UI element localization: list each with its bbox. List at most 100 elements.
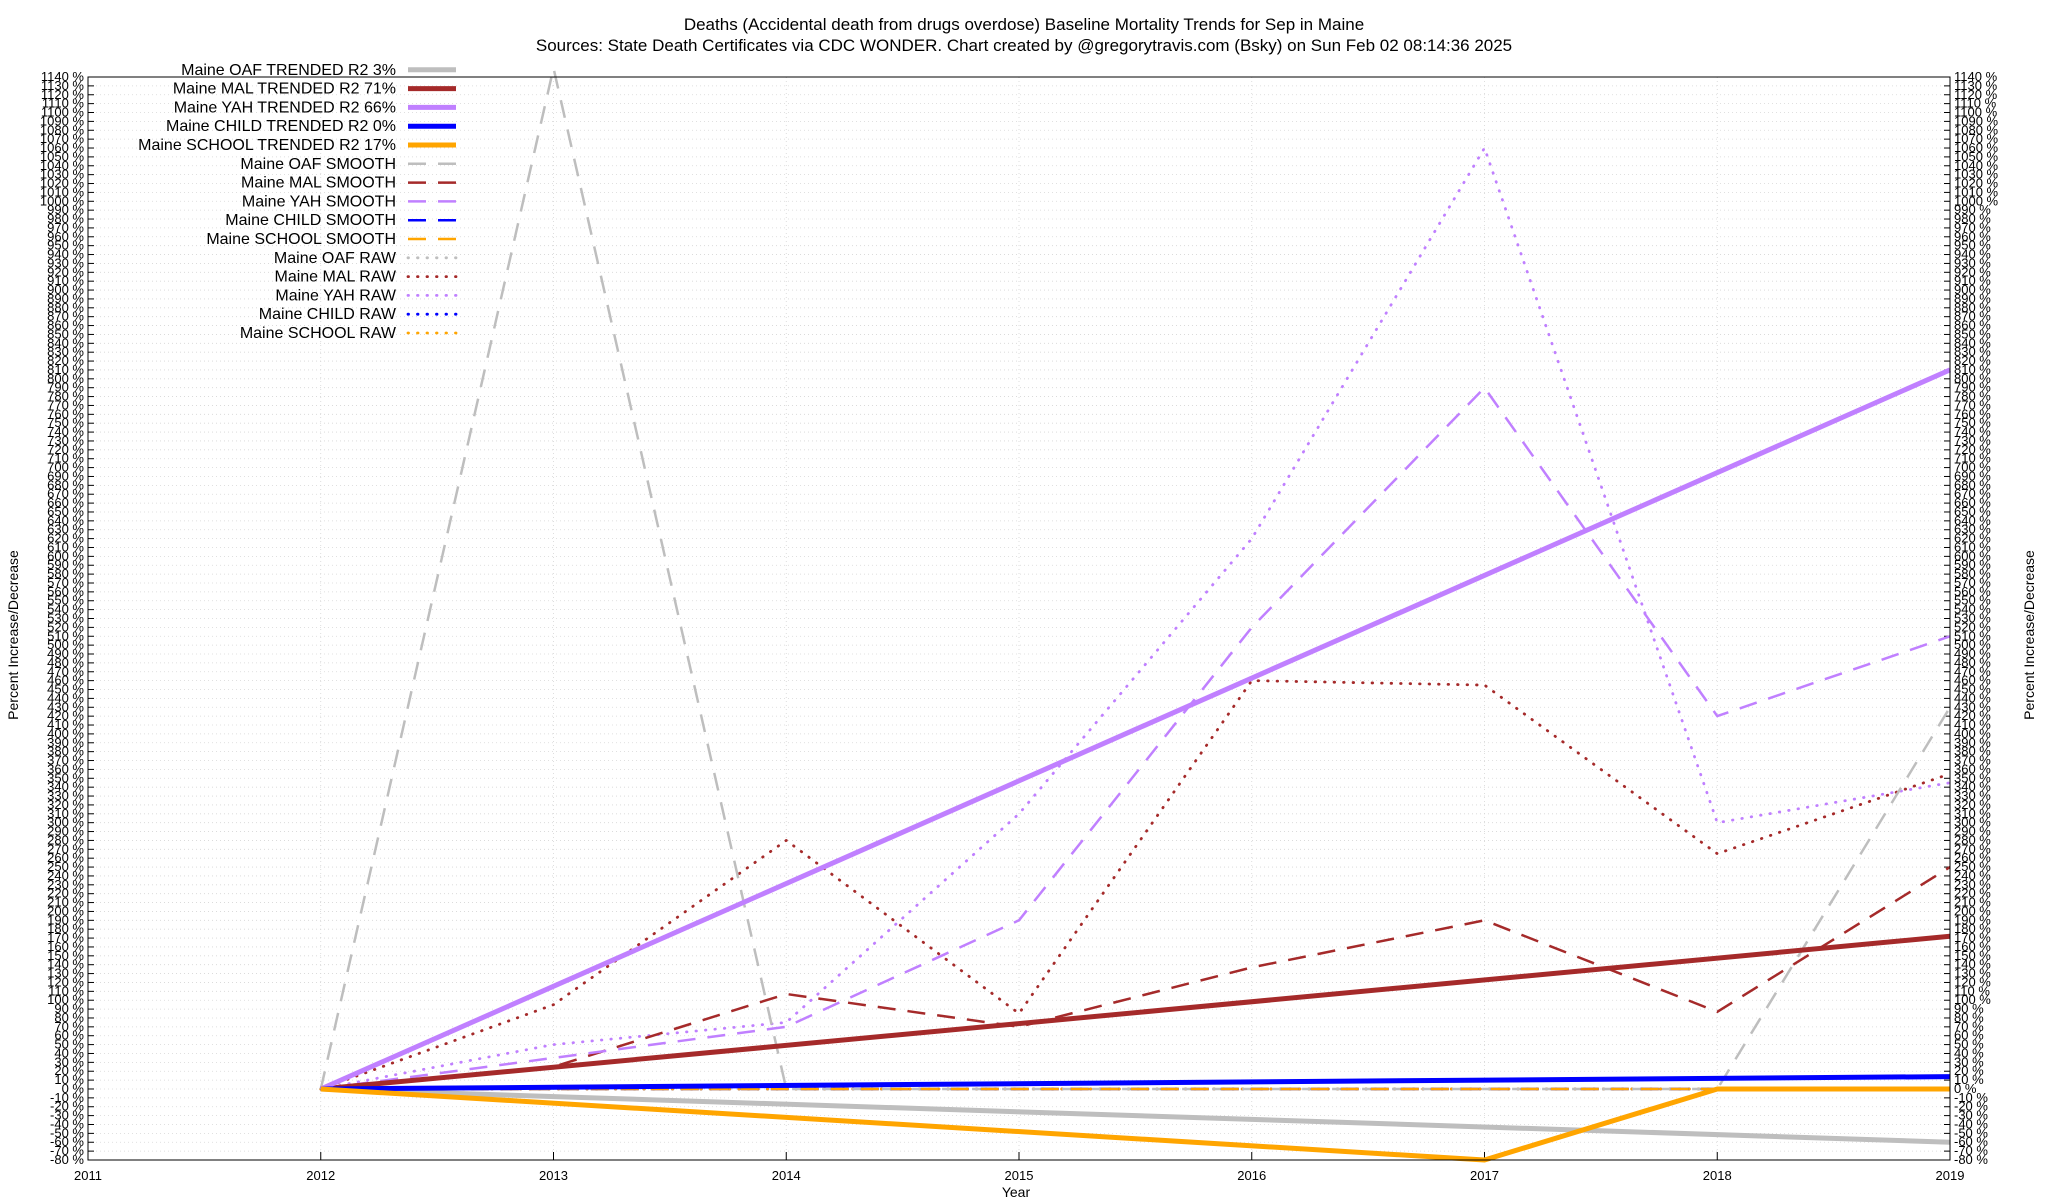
y-tick-label-right: 230 %: [1954, 877, 1991, 892]
x-tick-label: 2011: [74, 1168, 102, 1183]
y-tick-label-right: 590 %: [1954, 557, 1991, 572]
series-line-smooth: [320, 386, 1951, 1091]
y-tick-label-right: 360 %: [1954, 761, 1991, 776]
y-tick-label-left: 340 %: [47, 779, 84, 794]
y-tick-label-right: 130 %: [1954, 966, 1991, 981]
y-tick-label-left: 470 %: [47, 664, 84, 679]
y-tick-label-right: 650 %: [1954, 504, 1991, 519]
legend-entry-label: Maine OAF SMOOTH: [240, 156, 396, 173]
y-tick-label-right: 340 %: [1954, 779, 1991, 794]
y-tick-label-right: 660 %: [1954, 495, 1991, 510]
y-tick-label-right: 630 %: [1954, 522, 1991, 537]
y-tick-label-right: 1050 %: [1954, 149, 1999, 164]
y-tick-label-right: 50 %: [1954, 1037, 1984, 1052]
series-line-smooth: [320, 866, 1951, 1091]
y-tick-label-left: 920 %: [47, 264, 84, 279]
y-tick-label-left: 860 %: [47, 318, 84, 333]
y-tick-label-left: 390 %: [47, 735, 84, 750]
y-tick-label-left: 380 %: [47, 744, 84, 759]
chart-subtitle: Sources: State Death Certificates via CD…: [536, 36, 1512, 55]
y-tick-label-left: 810 %: [47, 362, 84, 377]
y-tick-label-left: 650 %: [47, 504, 84, 519]
y-tick-label-right: 540 %: [1954, 602, 1991, 617]
y-tick-label-right: -70 %: [1954, 1143, 1988, 1158]
y-tick-label-right: 120 %: [1954, 974, 1991, 989]
y-tick-label-left: 40 %: [54, 1045, 84, 1060]
y-tick-label-right: 390 %: [1954, 735, 1991, 750]
legend-entry-label: Maine SCHOOL RAW: [240, 325, 397, 342]
y-tick-label-right: 920 %: [1954, 264, 1991, 279]
y-tick-label-right: 890 %: [1954, 291, 1991, 306]
chart-title: Deaths (Accidental death from drugs over…: [684, 15, 1364, 34]
legend-entry-label: Maine SCHOOL TRENDED R2 17%: [138, 137, 396, 154]
y-tick-label-left: 480 %: [47, 655, 84, 670]
y-tick-label-left: 950 %: [47, 238, 84, 253]
y-tick-label-right: 1060 %: [1954, 140, 1999, 155]
y-tick-label-left: 460 %: [47, 673, 84, 688]
y-tick-label-left: 210 %: [47, 895, 84, 910]
legend-entry-label: Maine CHILD SMOOTH: [225, 212, 396, 229]
series-line-trend: [320, 933, 1951, 1092]
y-tick-label-left: 800 %: [47, 371, 84, 386]
y-tick-label-right: 690 %: [1954, 468, 1991, 483]
y-tick-label-left: 660 %: [47, 495, 84, 510]
y-tick-label-right: 200 %: [1954, 903, 1991, 918]
y-tick-label-left: 250 %: [47, 859, 84, 874]
y-tick-label-left: 550 %: [47, 593, 84, 608]
y-tick-label-left: 1000 %: [40, 193, 85, 208]
y-tick-label-left: 540 %: [47, 602, 84, 617]
y-tick-label-right: 560 %: [1954, 584, 1991, 599]
y-tick-label-right: 1130 %: [1954, 78, 1998, 93]
y-tick-label-right: 1120 %: [1954, 87, 1998, 102]
y-tick-label-left: 630 %: [47, 522, 84, 537]
y-tick-label-right: 460 %: [1954, 673, 1991, 688]
y-tick-label-right: 1030 %: [1954, 167, 1999, 182]
legend-entry-label: Maine YAH SMOOTH: [242, 193, 396, 210]
y-tick-label-right: 870 %: [1954, 309, 1991, 324]
y-tick-label-left: 760 %: [47, 406, 84, 421]
y-tick-label-right: 510 %: [1954, 628, 1991, 643]
y-tick-label-right: 810 %: [1954, 362, 1991, 377]
y-tick-label-left: 190 %: [47, 912, 84, 927]
legend-entry-label: Maine CHILD RAW: [259, 306, 397, 323]
y-tick-label-left: 600 %: [47, 548, 84, 563]
y-tick-label-right: 210 %: [1954, 895, 1991, 910]
x-tick-label: 2015: [1005, 1168, 1034, 1183]
y-tick-label-right: 820 %: [1954, 353, 1991, 368]
y-tick-label-right: -50 %: [1954, 1125, 1988, 1140]
y-tick-label-left: 230 %: [47, 877, 84, 892]
y-tick-label-right: 170 %: [1954, 930, 1991, 945]
y-tick-label-left: 1080 %: [40, 122, 85, 137]
y-tick-label-left: 830 %: [47, 344, 84, 359]
y-tick-label-right: 610 %: [1954, 539, 1991, 554]
y-tick-label-right: 270 %: [1954, 841, 1991, 856]
y-tick-label-left: 780 %: [47, 389, 84, 404]
y-tick-label-left: 500 %: [47, 637, 84, 652]
y-tick-label-right: -30 %: [1954, 1108, 1988, 1123]
y-tick-label-right: 400 %: [1954, 726, 1991, 741]
series-line-raw: [319, 146, 1952, 1091]
y-tick-label-left: 320 %: [47, 797, 84, 812]
y-tick-label-right: 1000 %: [1954, 193, 1999, 208]
legend-entry-label: Maine YAH RAW: [275, 287, 397, 304]
y-tick-label-right: 680 %: [1954, 477, 1991, 492]
y-tick-label-right: 740 %: [1954, 424, 1991, 439]
y-tick-label-right: 840 %: [1954, 335, 1991, 350]
series-line-trend: [320, 1086, 1951, 1145]
y-tick-label-right: 380 %: [1954, 744, 1991, 759]
y-tick-label-left: 980 %: [47, 211, 84, 226]
y-tick-label-left: 140 %: [47, 957, 84, 972]
legend: Maine OAF TRENDED R2 3% Maine MAL TRENDED…: [138, 62, 458, 342]
y-tick-label-right: 1080 %: [1954, 122, 1999, 137]
y-tick-label-left: 710 %: [47, 451, 84, 466]
y-tick-label-left: 180 %: [47, 921, 84, 936]
y-tick-label-right: 490 %: [1954, 646, 1991, 661]
y-tick-label-right: 100 %: [1954, 992, 1991, 1007]
y-tick-label-left: 890 %: [47, 291, 84, 306]
y-tick-label-right: 1110 %: [1954, 96, 1997, 111]
y-tick-label-left: 60 %: [54, 1028, 84, 1043]
y-tick-label-right: 910 %: [1954, 273, 1991, 288]
y-tick-label-left: 870 %: [47, 309, 84, 324]
y-tick-label-left: 300 %: [47, 815, 84, 830]
